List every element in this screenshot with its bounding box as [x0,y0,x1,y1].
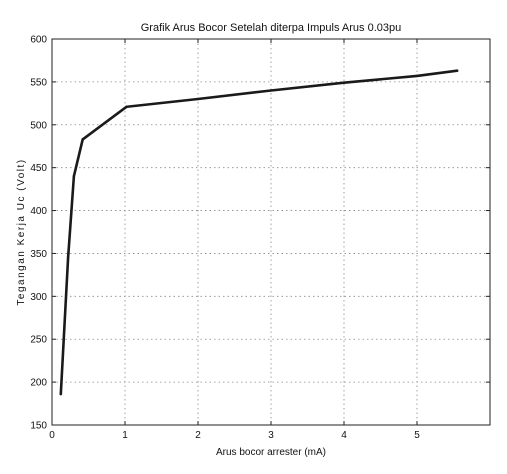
y-tick-label: 550 [30,77,47,88]
grid [52,39,490,425]
y-tick-label: 150 [30,421,47,432]
x-tick-label: 2 [195,430,201,441]
data-point [81,138,84,141]
x-tick-label: 4 [341,430,347,441]
data-point [66,256,70,259]
y-tick-label: 400 [30,206,47,217]
y-tick-label: 300 [30,292,47,303]
axis-ticks: 0 1 2 3 4 5 150 200 250 300 350 400 450 500 550 600 [30,35,490,441]
data-point [59,392,62,396]
data-point [125,105,128,108]
data-point [72,175,76,178]
y-tick-label: 500 [30,120,47,131]
data-point [269,89,273,92]
series-line [59,69,459,396]
data-point [455,69,459,72]
plot-area [51,38,491,426]
series [59,69,459,396]
y-tick-label: 600 [30,35,47,46]
y-tick-label: 250 [30,335,47,346]
data-point [342,81,346,84]
y-tick-label: 450 [30,163,47,174]
x-tick-label: 1 [122,430,128,441]
y-tick-label: 200 [30,378,47,389]
y-axis-label: Tegangan Kerja Uc (Volt) [16,158,27,305]
y-tick-label: 350 [30,249,47,260]
chart-title: Grafik Arus Bocor Setelah diterpa Impuls… [141,22,401,34]
data-point [196,97,200,101]
x-tick-label: 3 [268,430,274,441]
x-tick-label: 0 [49,430,55,441]
x-tick-label: 5 [414,430,420,441]
x-axis-label: Arus bocor arrester (mA) [216,447,326,458]
data-point [415,74,419,78]
